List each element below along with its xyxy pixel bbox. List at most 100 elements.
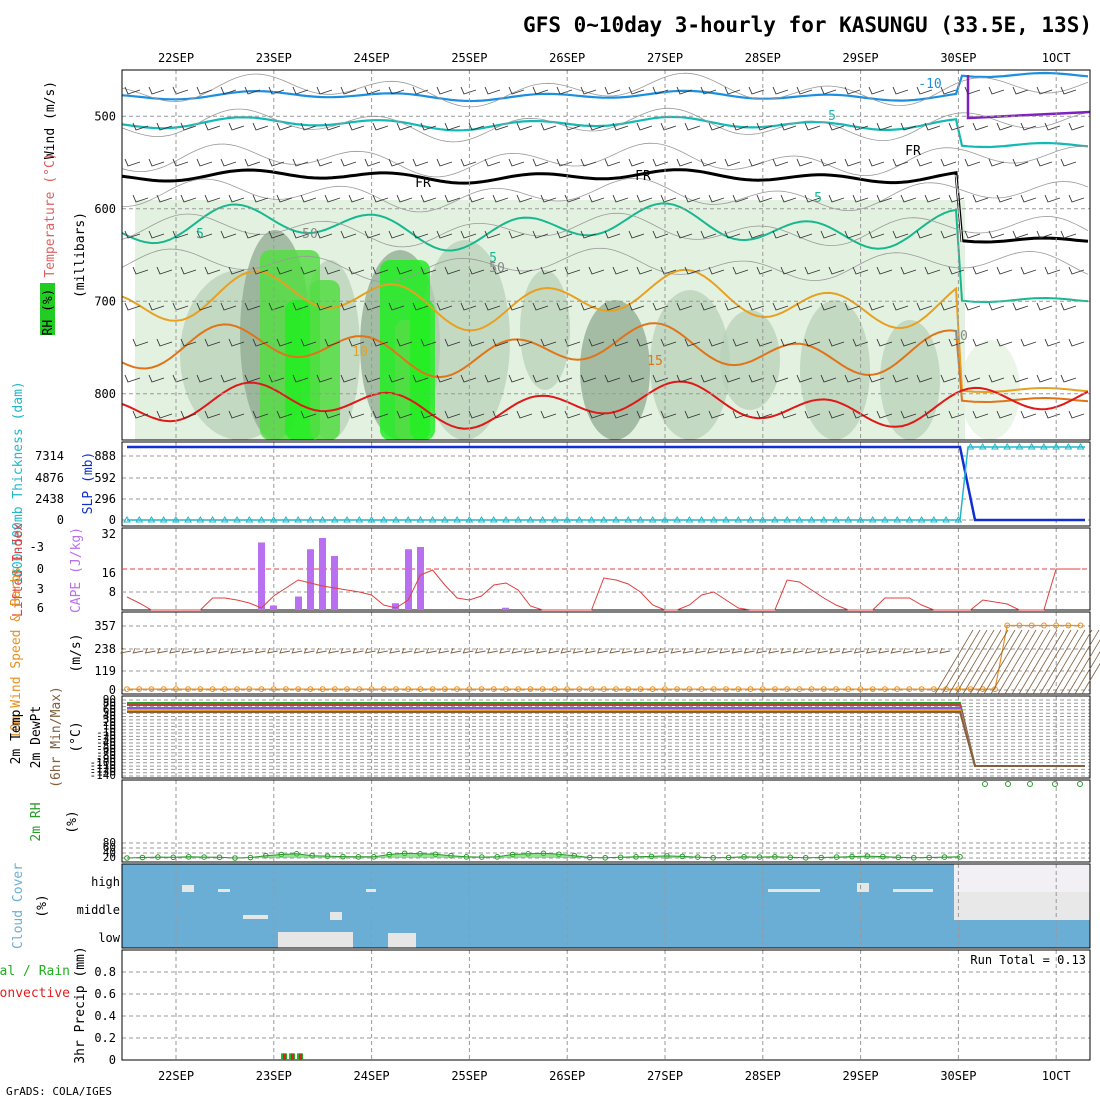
wind10-barb-strong (983, 629, 1023, 695)
wind-barb (972, 410, 989, 419)
wind-barb (988, 86, 1005, 95)
wind-barb (916, 86, 933, 95)
wind-barb (268, 230, 285, 239)
wind-barb (228, 194, 245, 203)
wind-barb (460, 158, 477, 167)
wind-barb (588, 122, 605, 131)
wind-barb (132, 122, 149, 131)
wind-barb (564, 338, 581, 347)
wind-barb (1060, 158, 1077, 167)
wind10-frame (121, 611, 1091, 695)
bottom-date-label: 26SEP (549, 1069, 585, 1083)
temp2m-tick: 50 (103, 706, 116, 719)
cape-tick: 8 (109, 585, 116, 599)
wind-barb (940, 374, 957, 383)
wind-barb (420, 338, 437, 347)
wind-barb (996, 410, 1013, 419)
thickness-marker (599, 516, 608, 523)
contour-label: 5 (814, 191, 822, 206)
wind-barb (508, 374, 525, 383)
wind-barb (852, 194, 869, 203)
wind10-barb (780, 647, 792, 654)
wind-barb (948, 194, 965, 203)
wind10-barb (413, 647, 425, 654)
wind-barb (268, 86, 285, 95)
wind-barb (604, 374, 621, 383)
wind-barb (460, 86, 477, 95)
rh2m-tick: 20 (103, 851, 116, 864)
thickness-marker (269, 516, 278, 523)
wind-barb (492, 194, 509, 203)
rh-blob (520, 270, 570, 390)
thickness-marker (428, 516, 437, 523)
thickness-marker (612, 516, 620, 523)
temp2m-tick: 40 (103, 710, 116, 723)
wind-barb (756, 338, 773, 347)
bottom-date-axis: 22SEP 23SEP 24SEP 25SEP 26SEP 27SEP 28SEP 29SEP… (158, 1069, 1071, 1083)
temp2m-tick: -20 (96, 729, 116, 742)
top-date-label: 25SEP (451, 51, 487, 65)
wind-barb (180, 122, 197, 131)
wind-barb (556, 158, 573, 167)
top-date-label: 26SEP (549, 51, 585, 65)
wind10-barb (291, 647, 303, 654)
wind10-barb-strong (934, 629, 974, 695)
thickness-marker (1003, 443, 1012, 450)
thickness-marker (978, 443, 987, 450)
wind10-barb (939, 647, 951, 654)
wind10-tick: 0 (109, 683, 116, 697)
wind-barb (276, 266, 293, 275)
thickness-marker (526, 516, 535, 523)
wind-barb (532, 86, 549, 95)
thickness-marker (184, 516, 193, 523)
wind-barb (948, 410, 965, 419)
bottom-date-label: 22SEP (158, 1069, 194, 1083)
thickness-marker (1015, 443, 1024, 450)
wind-barb (532, 374, 549, 383)
wind-barb (684, 338, 701, 347)
wind-barb (1020, 266, 1037, 275)
wind-barb (556, 302, 573, 311)
thickness-marker (905, 516, 914, 523)
cape-bar (392, 603, 399, 610)
wind-barb (772, 86, 789, 95)
wind-barb (228, 122, 245, 131)
wind-barb (1060, 302, 1077, 311)
wind-barb (348, 122, 365, 131)
wind-barb (348, 410, 365, 419)
thickness-marker (758, 516, 767, 523)
rh2m-frame (121, 779, 1091, 863)
wind-barb (508, 86, 525, 95)
thickness-marker (734, 516, 743, 523)
wind-barb (940, 158, 957, 167)
thickness-marker (1027, 443, 1036, 450)
wind-barb (492, 338, 509, 347)
wind10-barb-strong (1060, 629, 1100, 695)
wind-barb (772, 302, 789, 311)
wind-barb (180, 338, 197, 347)
cloud-gap (388, 933, 416, 948)
li-label: Lifted Index (11, 523, 26, 617)
wind-barb (268, 158, 285, 167)
wind-barb (828, 410, 845, 419)
thickness-marker (636, 516, 645, 523)
slp-line (127, 445, 1085, 522)
temp2m-marker (1077, 781, 1083, 787)
wind-barb (180, 194, 197, 203)
thickness-marker (306, 516, 315, 523)
wind-barb (1012, 230, 1029, 239)
wind-barb (204, 266, 221, 275)
bottom-date-label: 30SEP (940, 1069, 976, 1083)
thickness-marker (208, 516, 217, 523)
wind-barb (412, 86, 429, 95)
wind-barb (460, 302, 477, 311)
thickness-marker (404, 516, 413, 523)
wind-barb (636, 266, 653, 275)
wind-barb (340, 158, 357, 167)
slp-tick: 888 (94, 449, 116, 463)
wind-barb (756, 266, 773, 275)
cloud-gap (857, 883, 869, 892)
wind-barb (484, 158, 501, 167)
